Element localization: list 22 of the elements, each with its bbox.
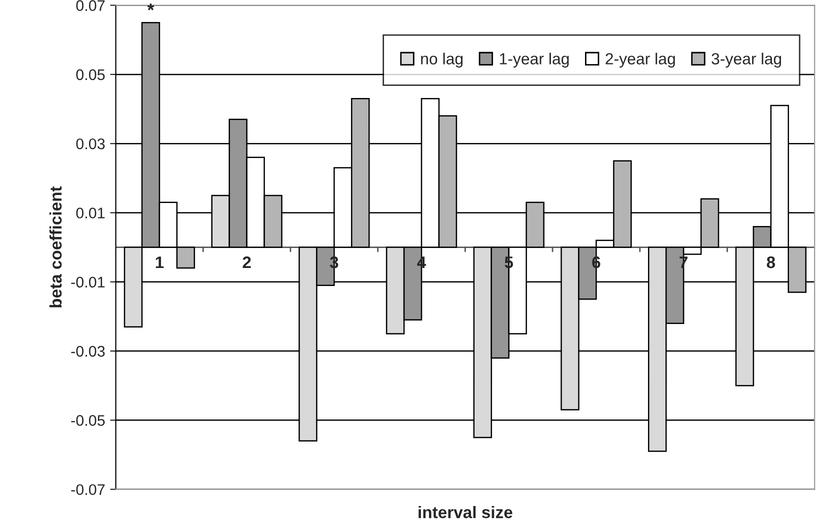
y-tick-label: -0.05 [71, 415, 105, 426]
x-tick-label: 8 [766, 256, 776, 268]
y-tick-label: -0.01 [71, 276, 105, 288]
y-tick-label: -0.07 [71, 484, 105, 496]
y-tick-label: 0.03 [76, 138, 105, 150]
x-tick-label: 3 [330, 256, 338, 268]
x-tick-label: 1 [156, 256, 164, 268]
x-tick-label: 6 [592, 256, 600, 268]
x-tick-label: 7 [680, 256, 688, 268]
legend-label: no lag [421, 52, 463, 68]
y-tick-label: 0.07 [76, 0, 105, 11]
y-axis-title: beta coefficient [49, 186, 62, 308]
legend-label: 1-year lag [500, 52, 569, 68]
x-tick-label: 5 [504, 256, 514, 268]
legend-label: 2-year lag [606, 52, 675, 68]
x-axis-title: interval size [418, 506, 512, 518]
x-tick-label: 2 [242, 256, 251, 268]
y-tick-label: 0.05 [76, 69, 105, 80]
y-tick-label: 0.01 [76, 208, 105, 218]
x-tick-label: 4 [417, 256, 426, 268]
legend-label: 3-year lag [712, 52, 782, 68]
y-tick-label: -0.03 [71, 346, 105, 357]
